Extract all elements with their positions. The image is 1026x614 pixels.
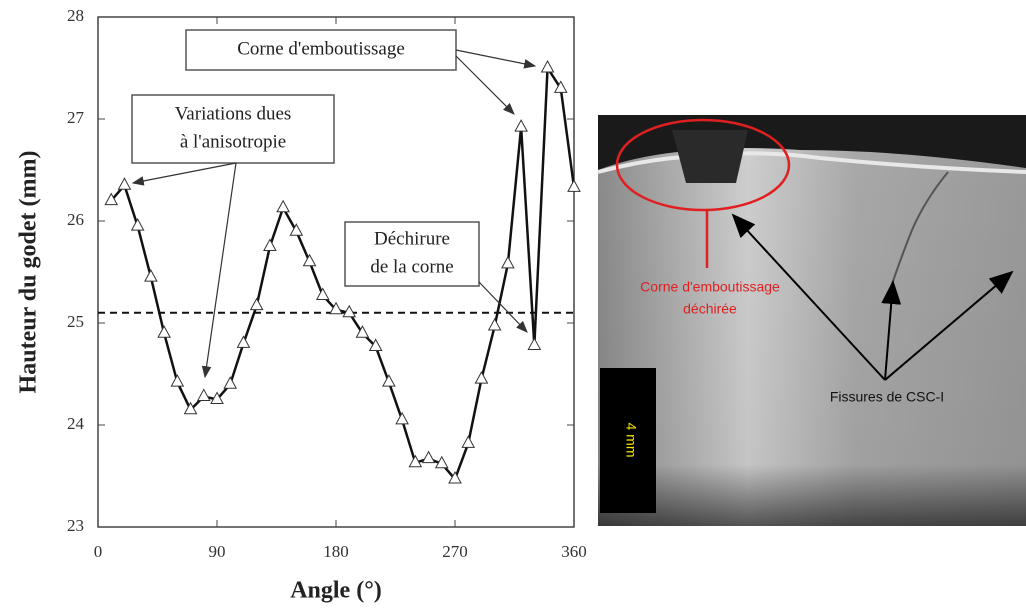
data-point [408, 454, 423, 468]
data-point [104, 192, 119, 206]
data-point [144, 269, 158, 282]
photo-crack [889, 171, 949, 291]
annotation-box [344, 221, 480, 287]
data-point [382, 374, 396, 387]
annotation-text: de la corne [370, 256, 453, 277]
photo-edge [597, 151, 1026, 174]
x-tick-label: 360 [561, 542, 587, 561]
data-point [302, 253, 317, 267]
data-point [276, 199, 290, 213]
annotation-text: Variations dues [175, 103, 292, 124]
data-point [527, 337, 542, 350]
data-point [448, 471, 462, 484]
x-tick-label: 270 [442, 542, 468, 561]
annotation-arrow [455, 55, 515, 115]
data-point [183, 401, 198, 415]
y-tick-label: 24 [67, 414, 85, 433]
photo-punch [672, 130, 748, 183]
y-tick-label: 28 [67, 6, 84, 25]
photo-shade [598, 115, 1026, 526]
data-point [236, 335, 251, 348]
data-point [368, 338, 383, 351]
photo-ellipse [615, 118, 791, 212]
y-axis-title: Hauteur du godet (mm) [16, 151, 42, 394]
y-tick-label: 27 [67, 108, 85, 127]
annotation-text: à l'anisotropie [180, 131, 286, 152]
data-point [514, 119, 528, 132]
scale-label: 4 mm [623, 423, 639, 458]
scale-bar [600, 368, 656, 513]
y-tick-label: 25 [67, 312, 84, 331]
x-tick-label: 0 [94, 542, 103, 561]
data-point [434, 455, 449, 469]
plot-frame [97, 16, 575, 528]
data-point [355, 325, 370, 338]
annotation-text: Déchirure [374, 228, 450, 249]
data-point [553, 80, 568, 93]
x-tick-label: 180 [323, 542, 349, 561]
data-point [117, 177, 132, 190]
data-point [263, 238, 277, 251]
y-tick-label: 23 [67, 516, 84, 535]
photo-label: Corne d'emboutissage [640, 279, 780, 295]
annotation-arrow [131, 162, 237, 186]
x-axis-title: Angle (°) [290, 578, 382, 604]
data-point [342, 304, 357, 318]
data-line [110, 64, 576, 482]
data-point [196, 388, 211, 401]
data-point [395, 411, 409, 425]
data-point [501, 255, 515, 269]
data-point [474, 371, 489, 384]
annotation-arrow [478, 281, 528, 333]
y-tick-label: 26 [67, 210, 84, 229]
data-point [170, 374, 185, 387]
data-point [210, 391, 224, 404]
photo-top [598, 115, 1026, 170]
data-point [223, 376, 238, 389]
annotation-text: Corne d'emboutissage [237, 38, 405, 59]
data-point [421, 450, 436, 464]
photo-label: Fissures de CSC-I [830, 389, 944, 405]
data-point [540, 59, 555, 73]
data-point [329, 301, 343, 315]
annotation-box [131, 94, 335, 164]
data-point [157, 325, 171, 338]
data-point [567, 179, 581, 192]
annotation-arrow [455, 49, 537, 69]
data-point [130, 218, 145, 231]
photo: Corne d'emboutissage déchirée Fissures de … [597, 115, 1026, 526]
photo-label: déchirée [683, 301, 737, 317]
data-point [461, 435, 476, 448]
photo-arrow [884, 270, 1014, 381]
data-point [315, 287, 330, 300]
annotation-arrow [201, 162, 237, 379]
data-point [289, 223, 304, 236]
data-point [487, 318, 502, 331]
annotation-box [185, 29, 457, 71]
x-tick-label: 90 [209, 542, 226, 561]
data-point [249, 297, 264, 311]
photo-arrow [881, 280, 902, 381]
photo-arrow [731, 213, 886, 381]
